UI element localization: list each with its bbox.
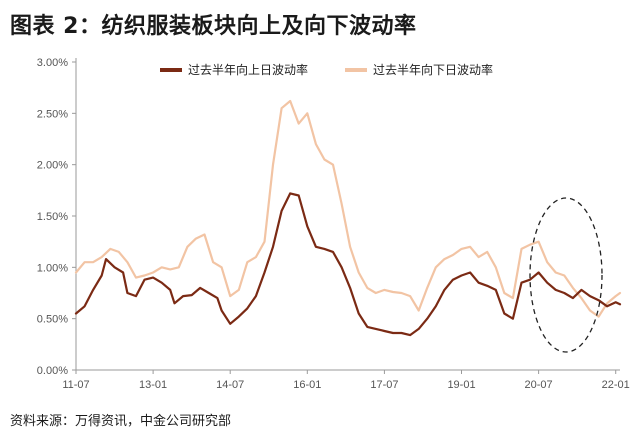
upward-volatility-line (74, 192, 622, 337)
x-tick-label: 20-07 (525, 379, 553, 391)
y-tick-label: 0.50% (37, 314, 68, 326)
x-tick-label: 17-07 (370, 379, 398, 391)
y-tick-label: 1.50% (37, 211, 68, 223)
source-note: 资料来源：万得资讯，中金公司研究部 (10, 414, 232, 429)
highlight-ellipse (529, 197, 603, 353)
downward-volatility-line (74, 99, 622, 318)
x-tick-label: 14-07 (216, 379, 244, 391)
x-axis: 11-07 13-01 14-07 16-01 17-07 19-01 20-07 22-01 (62, 369, 630, 391)
x-tick-label: 22-01 (602, 379, 630, 391)
x-tick-label: 16-01 (293, 379, 321, 391)
legend: 过去半年向上日波动率 过去半年向下日波动率 (160, 62, 493, 77)
x-tick-label: 13-01 (139, 379, 167, 391)
figure-title: 图表 2：纺织服装板块向上及向下波动率 (10, 14, 417, 39)
y-tick-label: 2.50% (37, 108, 68, 120)
x-tick-label: 11-07 (62, 379, 89, 391)
legend-label: 过去半年向上日波动率 (188, 62, 308, 77)
legend-label: 过去半年向下日波动率 (373, 62, 493, 77)
y-tick-label: 2.00% (37, 160, 68, 172)
series-lines (74, 99, 622, 337)
y-tick-label: 0.00% (37, 365, 68, 377)
x-tick-label: 19-01 (447, 379, 475, 391)
y-tick-label: 3.00% (37, 57, 68, 69)
y-axis: 0.00% 0.50% 1.00% 1.50% 2.00% 2.50% 3.00% (37, 57, 77, 377)
y-tick-label: 1.00% (37, 262, 68, 274)
